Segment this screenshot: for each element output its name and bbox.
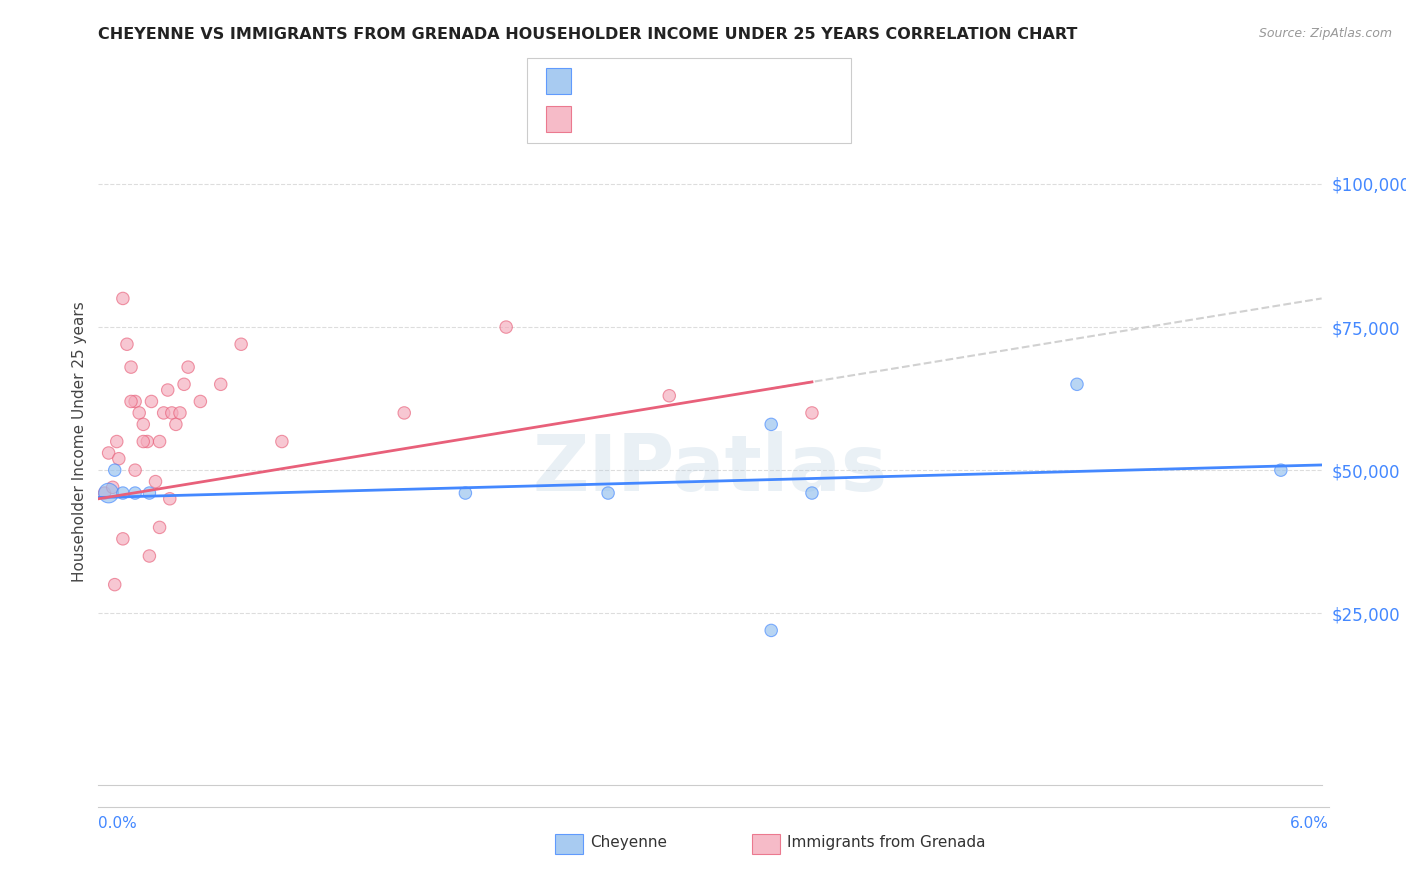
- Text: Source: ZipAtlas.com: Source: ZipAtlas.com: [1258, 27, 1392, 40]
- Point: [156, 383, 179, 397]
- Point: [111, 532, 134, 546]
- Point: [97, 446, 120, 460]
- Point: [108, 451, 131, 466]
- Point: [169, 406, 191, 420]
- Point: [128, 406, 150, 420]
- Point: [454, 486, 477, 500]
- Point: [801, 486, 824, 500]
- Point: [759, 417, 782, 432]
- Point: [209, 377, 232, 392]
- Point: [149, 520, 172, 534]
- Point: [97, 486, 120, 500]
- Point: [132, 417, 155, 432]
- Text: CHEYENNE VS IMMIGRANTS FROM GRENADA HOUSEHOLDER INCOME UNDER 25 YEARS CORRELATIO: CHEYENNE VS IMMIGRANTS FROM GRENADA HOUS…: [98, 27, 1078, 42]
- Point: [104, 577, 127, 591]
- Point: [111, 292, 134, 306]
- Point: [111, 486, 134, 500]
- Point: [93, 486, 115, 500]
- Text: N = 38: N = 38: [717, 112, 779, 130]
- Point: [138, 486, 160, 500]
- Text: R = 0.001: R = 0.001: [582, 75, 665, 93]
- Point: [124, 486, 146, 500]
- Point: [596, 486, 619, 500]
- Point: [1066, 377, 1088, 392]
- Point: [759, 624, 782, 638]
- Y-axis label: Householder Income Under 25 years: Householder Income Under 25 years: [72, 301, 87, 582]
- Point: [101, 480, 124, 494]
- Point: [165, 417, 187, 432]
- Point: [658, 389, 681, 403]
- Point: [173, 377, 195, 392]
- Point: [159, 491, 181, 506]
- Point: [132, 434, 155, 449]
- Point: [801, 406, 824, 420]
- Point: [1270, 463, 1292, 477]
- Point: [229, 337, 253, 351]
- Point: [138, 549, 160, 563]
- Point: [141, 394, 163, 409]
- Point: [120, 394, 142, 409]
- Point: [104, 463, 127, 477]
- Point: [115, 337, 138, 351]
- Text: Immigrants from Grenada: Immigrants from Grenada: [787, 836, 986, 850]
- Text: 6.0%: 6.0%: [1289, 816, 1329, 831]
- Point: [152, 406, 174, 420]
- Text: N = 12: N = 12: [717, 75, 779, 93]
- Point: [160, 406, 183, 420]
- Point: [188, 394, 212, 409]
- Text: Cheyenne: Cheyenne: [591, 836, 668, 850]
- Text: ZIPatlas: ZIPatlas: [533, 431, 887, 507]
- Text: R = 0.357: R = 0.357: [582, 112, 665, 130]
- Text: 0.0%: 0.0%: [98, 816, 138, 831]
- Point: [105, 434, 128, 449]
- Point: [270, 434, 292, 449]
- Point: [124, 394, 146, 409]
- Point: [136, 434, 159, 449]
- Point: [124, 463, 146, 477]
- Point: [392, 406, 416, 420]
- Point: [120, 360, 142, 375]
- Point: [149, 434, 172, 449]
- Point: [495, 320, 517, 334]
- Point: [145, 475, 167, 489]
- Point: [177, 360, 200, 375]
